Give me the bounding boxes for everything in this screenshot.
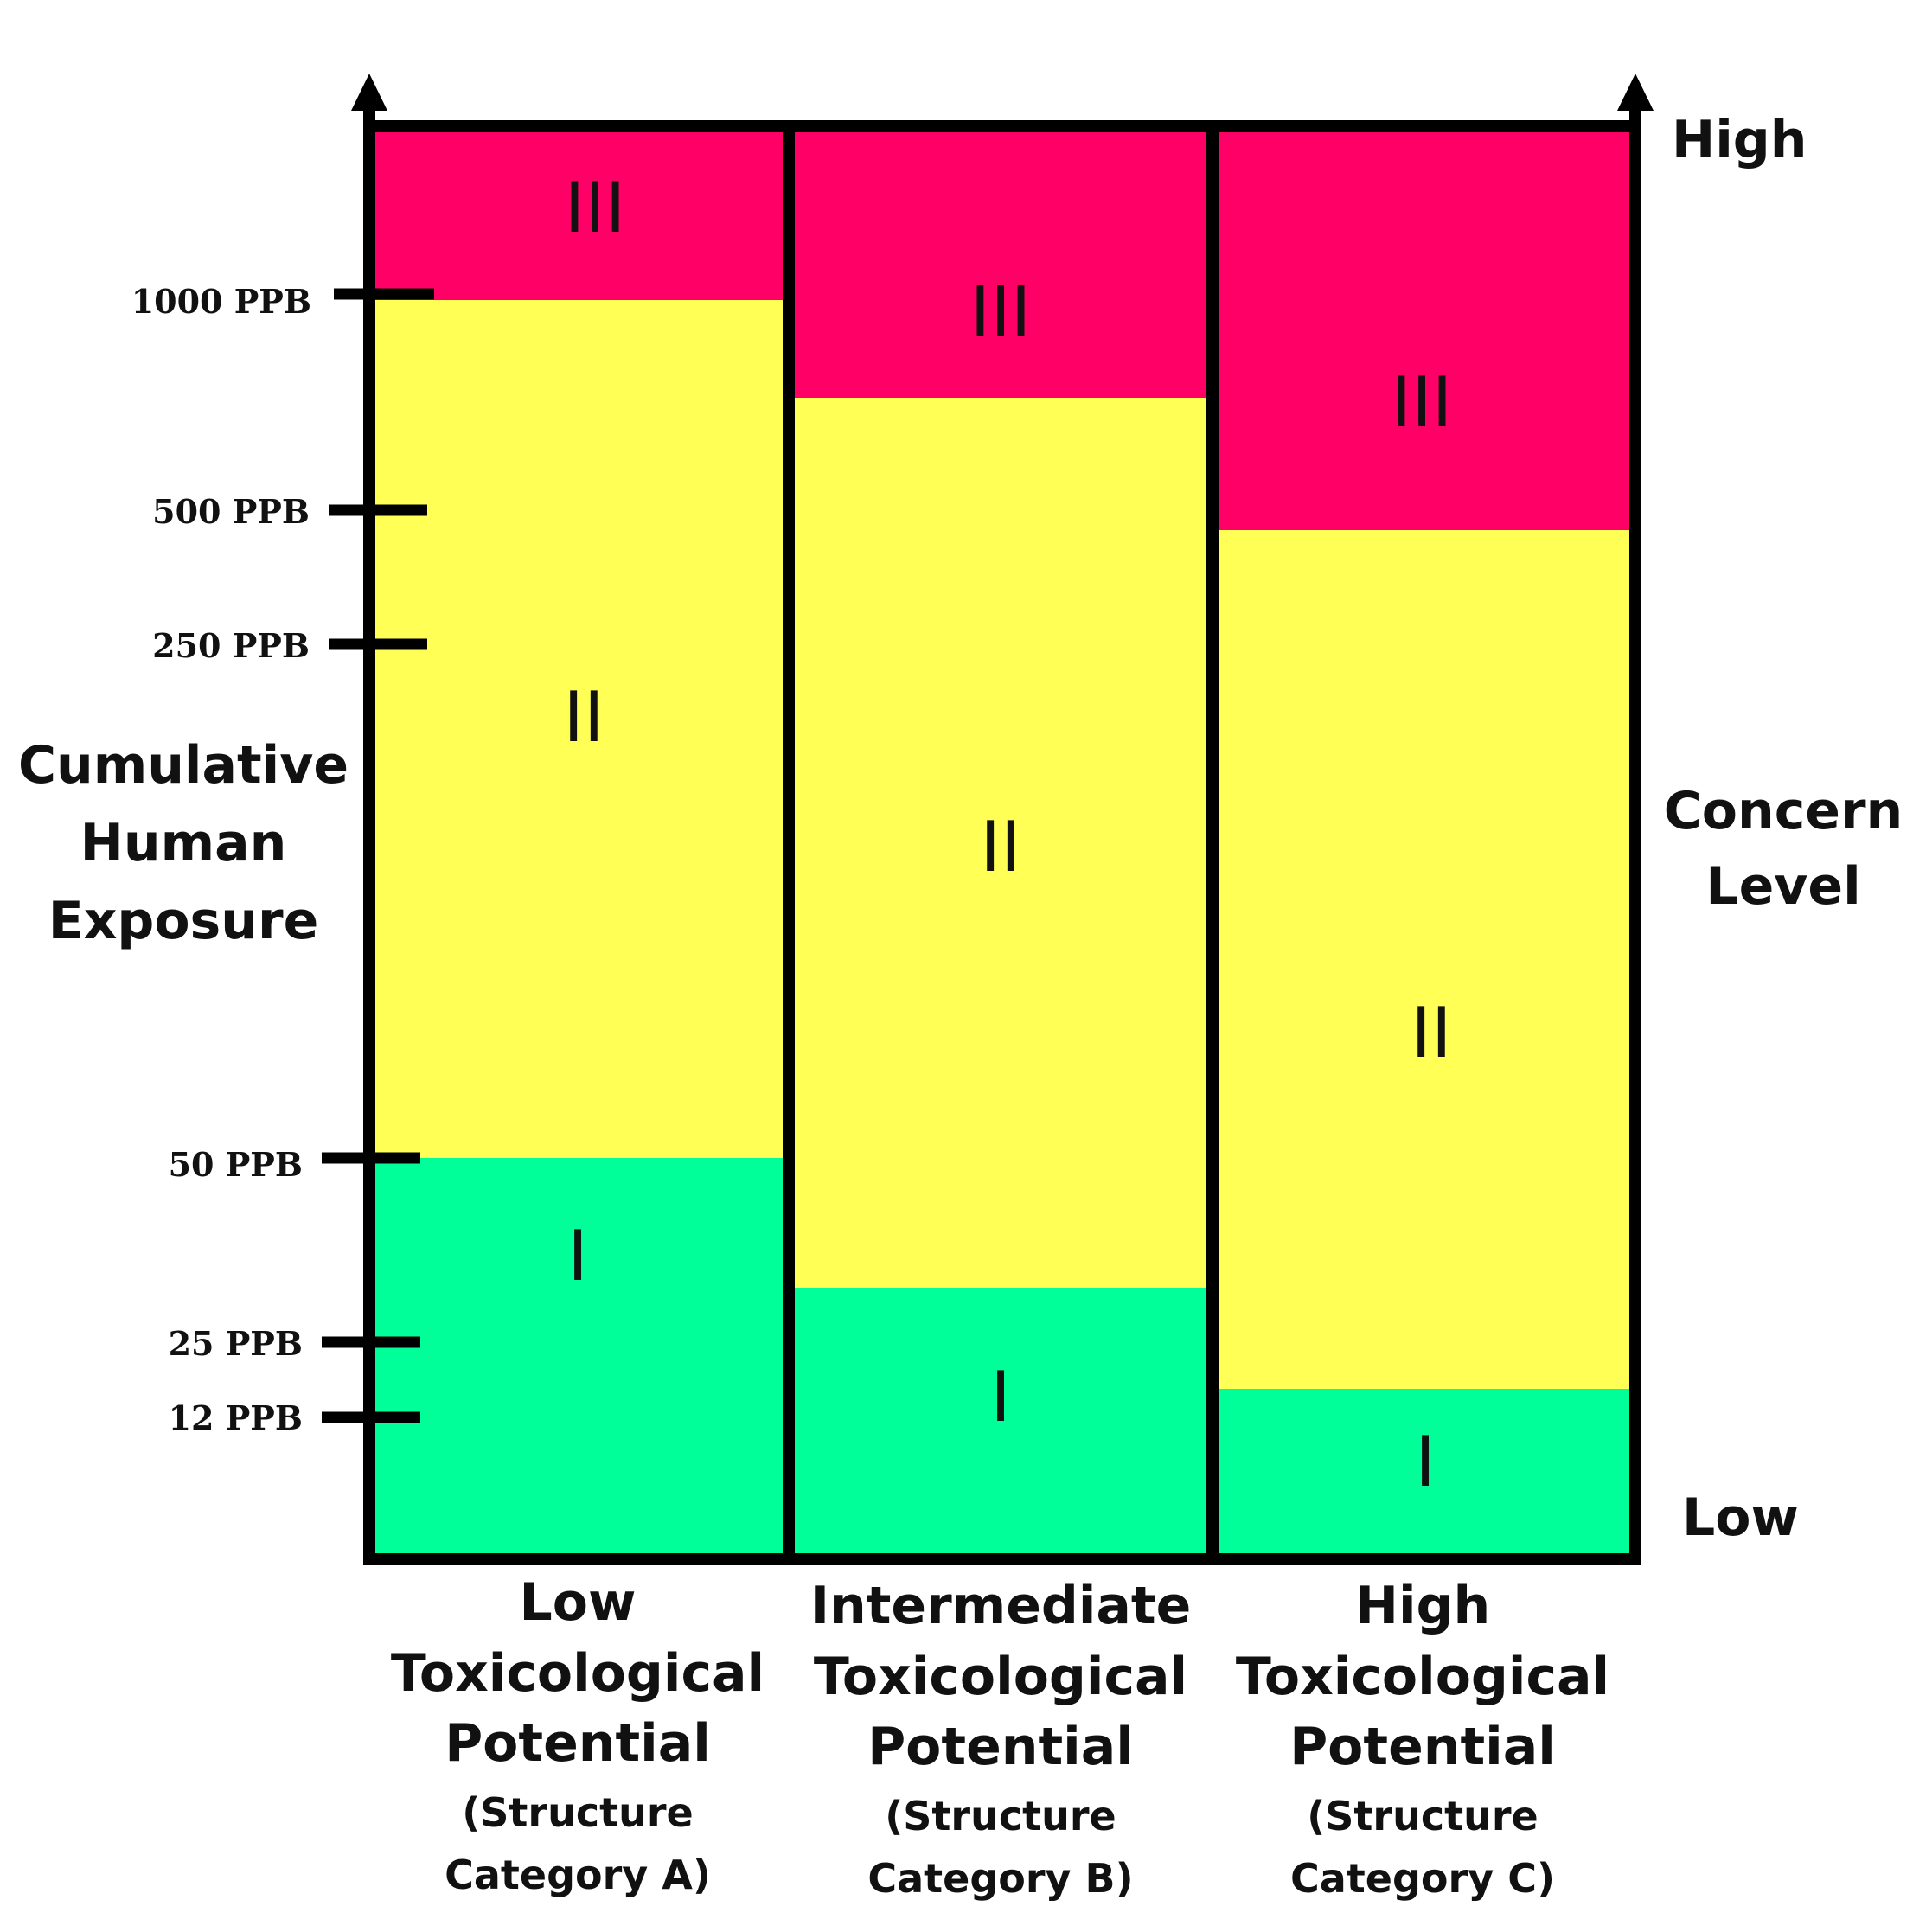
y-axis-title-line-1: Cumulative: [18, 735, 349, 796]
category-a-sub-line-1: (Structure: [462, 1789, 693, 1836]
tick-label-25: 25 PPB: [169, 1324, 303, 1363]
band-level-i-category-b: [794, 1288, 1209, 1554]
category-a-name-line-1: Low: [520, 1572, 637, 1633]
category-b-name-line-2: Toxicological: [814, 1647, 1187, 1707]
band-label-iii-category-c: III: [1392, 362, 1453, 443]
tick-label-250: 250 PPB: [152, 626, 310, 665]
category-labels-b: Intermediate Toxicological Potential (St…: [810, 1576, 1192, 1902]
band-label-iii-category-a: III: [565, 168, 626, 248]
category-b-sub-line-2: Category B): [867, 1855, 1133, 1902]
band-level-ii-category-a: [372, 300, 787, 1158]
category-a-sub-line-2: Category A): [445, 1852, 711, 1898]
category-c-sub-line-1: (Structure: [1307, 1793, 1538, 1839]
y-axis-tick-labels: 1000 PPB 500 PPB 250 PPB 50 PPB 25 PPB 1…: [131, 282, 311, 1437]
category-c-name-line-1: High: [1355, 1576, 1490, 1636]
tick-label-50: 50 PPB: [169, 1145, 303, 1184]
band-level-iii-category-a: [372, 130, 787, 300]
y-axis-title: Cumulative Human Exposure: [18, 735, 349, 951]
band-level-ii-category-c: [1216, 530, 1633, 1389]
category-c-name-line-3: Potential: [1289, 1717, 1556, 1777]
tick-label-500: 500 PPB: [152, 492, 310, 531]
category-b-name-line-3: Potential: [867, 1717, 1134, 1777]
concern-axis: High Concern Level Low: [1664, 110, 1903, 1548]
band-level-iii-category-b: [794, 130, 1209, 398]
frame: [363, 99, 1641, 1565]
category-labels-c: High Toxicological Potential (Structure …: [1236, 1576, 1609, 1902]
band-label-i-category-a: I: [567, 1216, 588, 1296]
band-label-ii-category-b: II: [980, 807, 1020, 887]
left-axis-arrow-icon: [351, 74, 387, 111]
band-level-iii-category-c: [1216, 130, 1633, 530]
y-axis-ticks: [322, 288, 434, 1423]
band-label-i-category-c: I: [1415, 1422, 1436, 1502]
tick-label-12: 12 PPB: [169, 1398, 303, 1437]
band-label-iii-category-b: III: [970, 272, 1032, 352]
column-category-c: III II I: [1216, 130, 1633, 1554]
band-label-ii-category-c: II: [1411, 993, 1451, 1073]
tick-label-1000: 1000 PPB: [131, 282, 311, 321]
right-axis-arrow-icon: [1617, 74, 1654, 111]
band-level-i-category-a: [372, 1158, 787, 1554]
band-label-ii-category-a: II: [563, 677, 604, 758]
y-axis-title-line-2: Human: [80, 813, 287, 873]
category-labels-a: Low Toxicological Potential (Structure C…: [391, 1572, 765, 1898]
category-b-sub-line-1: (Structure: [885, 1793, 1116, 1839]
y-axis-title-line-3: Exposure: [48, 891, 319, 951]
category-a-name-line-3: Potential: [445, 1713, 711, 1774]
band-label-i-category-b: I: [990, 1357, 1011, 1437]
band-level-ii-category-b: [794, 398, 1209, 1288]
concern-title-line-1: Concern: [1664, 781, 1903, 841]
concern-high-label: High: [1672, 110, 1807, 170]
concern-low-label: Low: [1682, 1487, 1799, 1548]
band-level-i-category-c: [1216, 1389, 1633, 1554]
column-category-b: III II I: [794, 130, 1209, 1554]
concern-title-line-2: Level: [1705, 856, 1860, 917]
category-b-name-line-1: Intermediate: [810, 1576, 1192, 1636]
column-category-a: III II I: [372, 130, 787, 1554]
category-c-name-line-2: Toxicological: [1236, 1647, 1609, 1707]
category-a-name-line-2: Toxicological: [391, 1643, 765, 1704]
category-c-sub-line-2: Category C): [1290, 1855, 1555, 1902]
